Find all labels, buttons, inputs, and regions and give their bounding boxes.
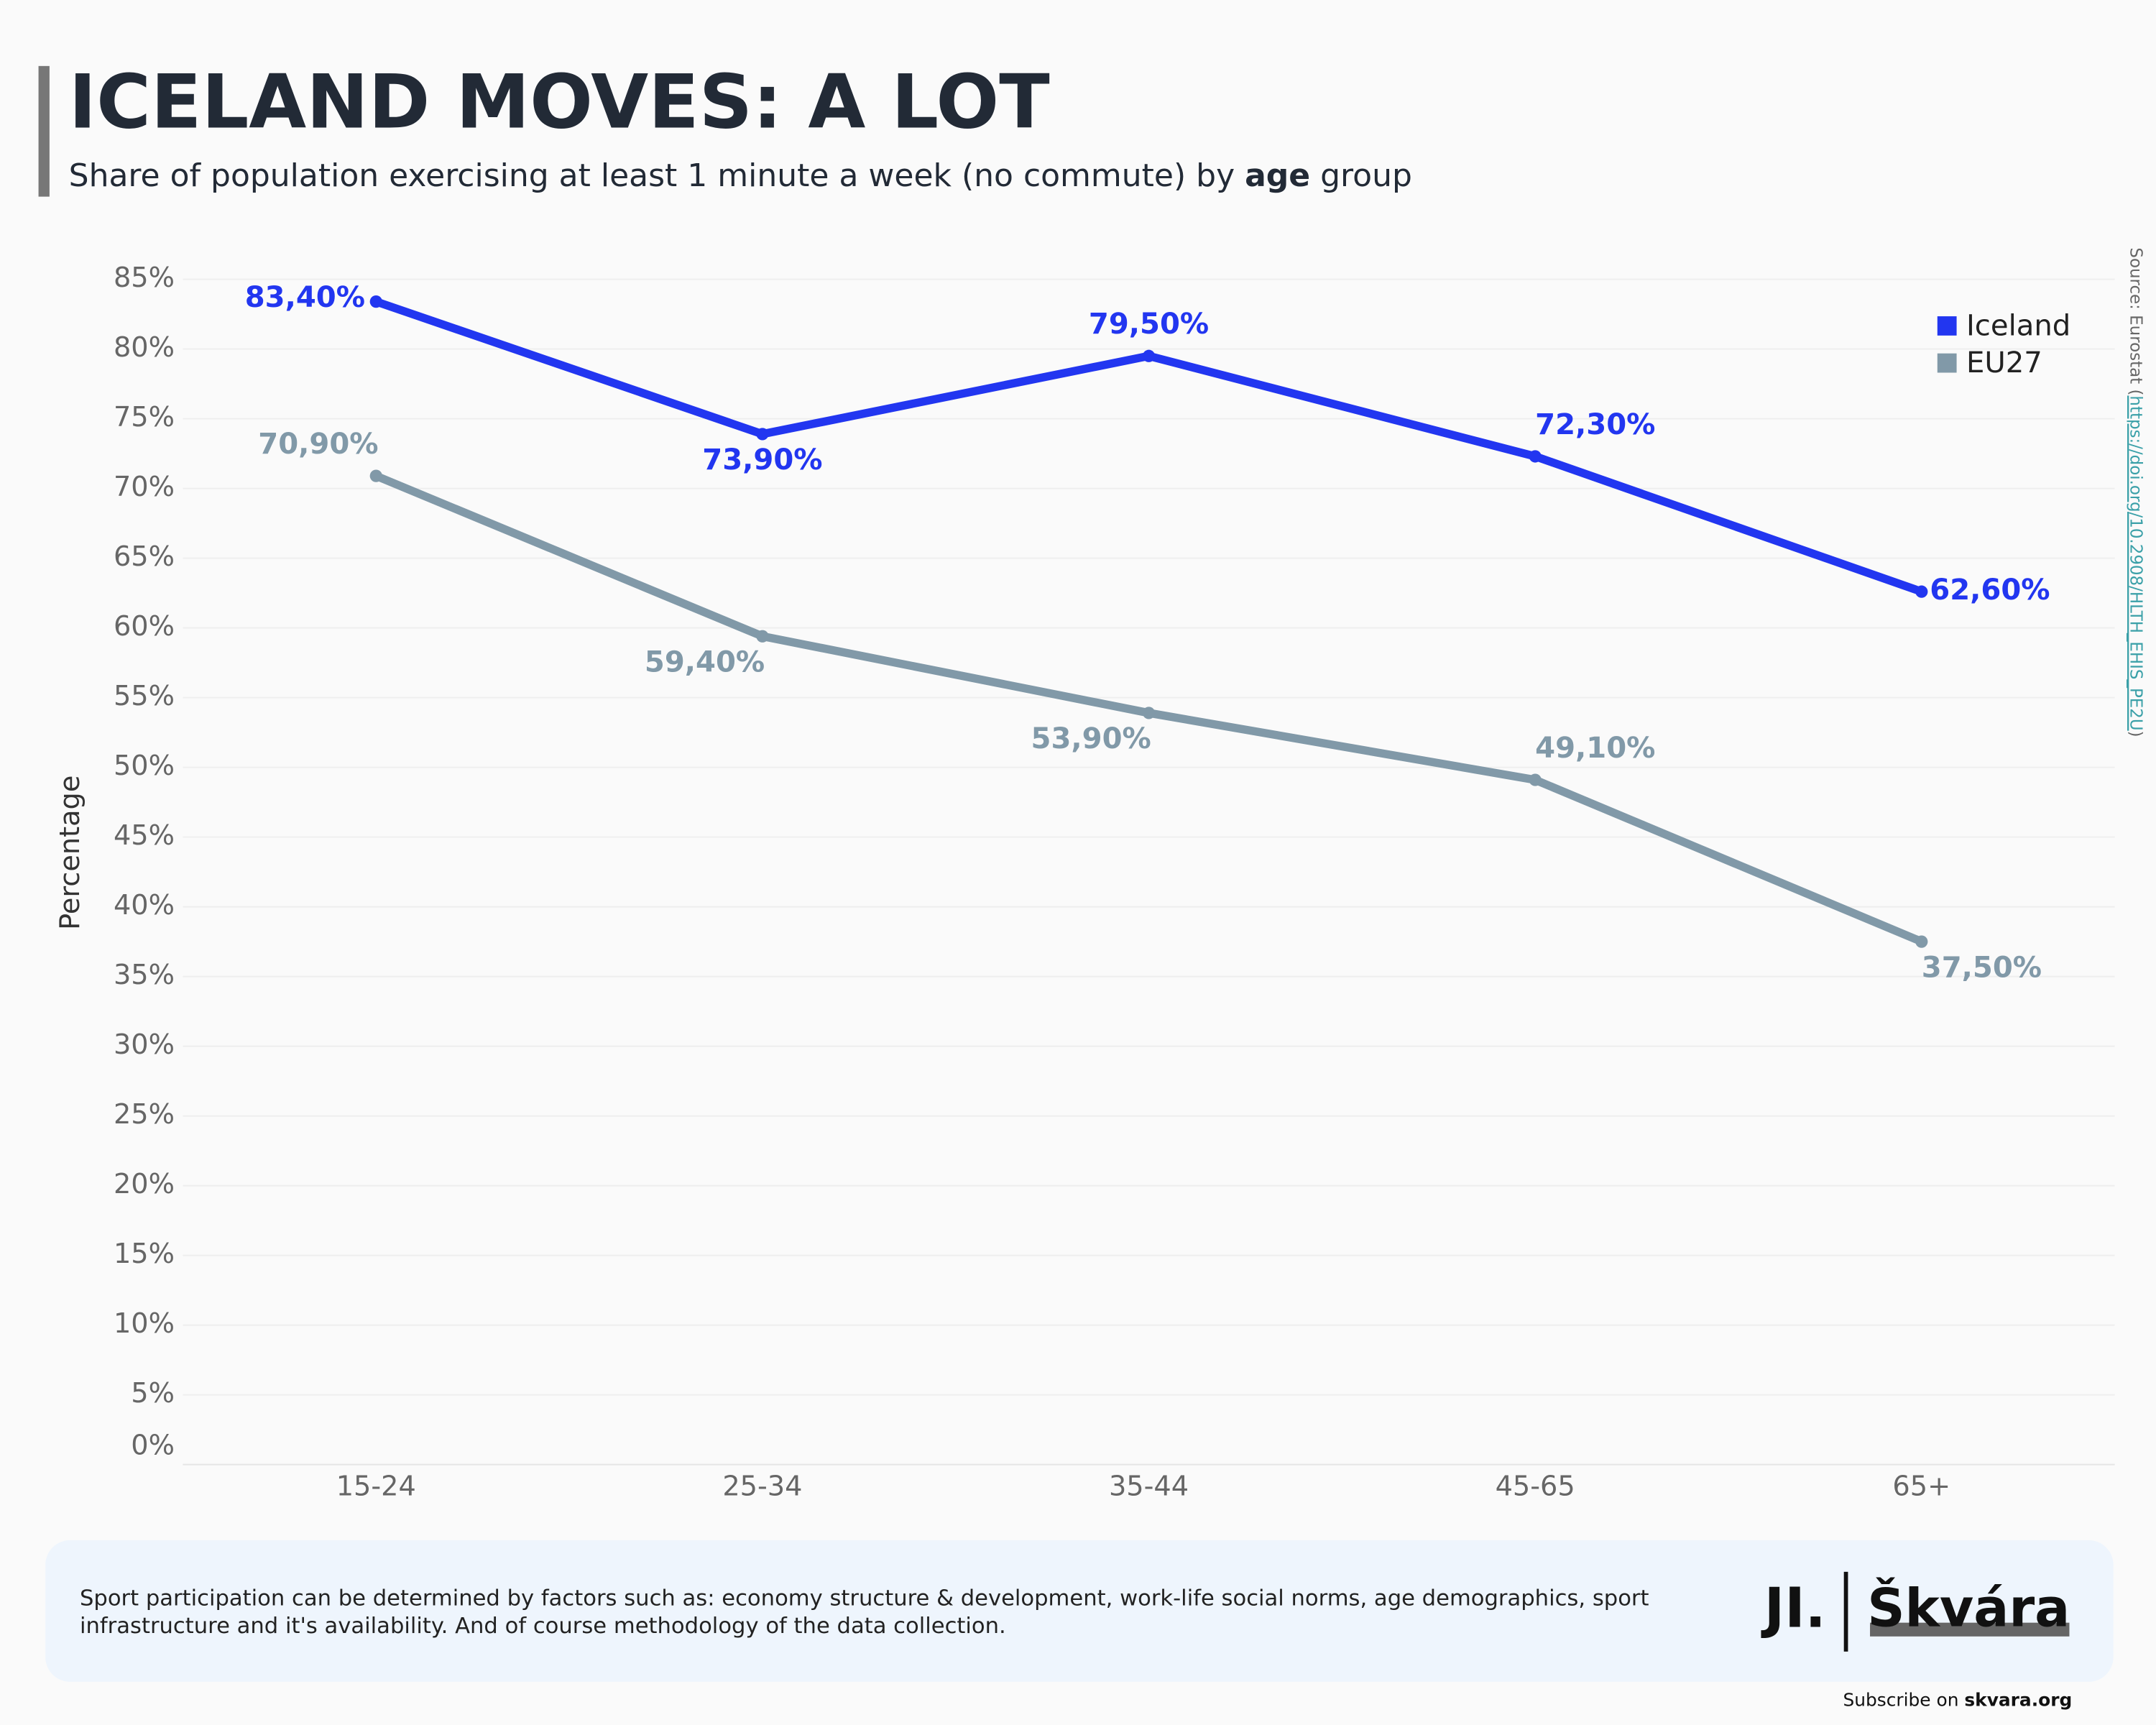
point [1915,935,1928,948]
note-line: Sport participation can be determined by… [80,1586,1649,1611]
legend-label: EU27 [1966,346,2042,380]
value-label: 73,90% [702,443,822,477]
source: Source: Eurostat (https://doi.org/10.290… [2127,247,2145,737]
subtitle-part: Share of population exercising at least … [69,157,1245,194]
point [369,469,382,482]
y-tick-label: 70% [114,471,175,503]
source-text: ) [2127,731,2145,737]
value-label: 53,90% [1031,722,1151,755]
point [756,428,769,441]
point [1529,773,1542,786]
logo-mark: JI. [1761,1576,1826,1640]
chart-title: ICELAND MOVES: A LOT [69,60,1050,146]
legend-label: Iceland [1966,309,2070,342]
x-tick-label: 65+ [1892,1471,1950,1503]
y-tick-label: 85% [114,262,175,294]
value-label: 62,60% [1930,574,2050,607]
y-tick-label: 35% [114,959,175,991]
point [1142,707,1156,719]
legend-swatch [1937,316,1957,336]
subtitle-part: age [1245,157,1310,194]
y-tick-label: 5% [131,1377,175,1409]
source-text: Source: Eurostat ( [2127,247,2145,395]
y-tick-label: 30% [114,1029,175,1061]
subtitle-part: group [1310,157,1412,194]
point [1142,349,1156,362]
y-axis-label: Percentage [54,776,86,930]
x-tick-label: 35-44 [1109,1471,1189,1503]
y-tick-label: 80% [114,331,175,364]
value-label: 79,50% [1089,308,1209,341]
note-box [45,1540,2114,1682]
subscribe: Subscribe on skvara.org [1843,1690,2072,1711]
point [756,630,769,643]
point [1529,450,1542,463]
point [369,295,382,308]
subscribe-part: skvara.org [1964,1690,2072,1711]
logo-name: Škvára [1867,1577,2070,1639]
y-tick-label: 15% [114,1238,175,1270]
value-label: 59,40% [645,646,765,679]
value-label: 49,10% [1535,732,1655,765]
logo-underline [1870,1622,2070,1637]
y-tick-label: 60% [114,610,175,643]
x-tick-label: 15-24 [336,1471,416,1503]
y-tick-label: 55% [114,680,175,712]
y-tick-label: 45% [114,819,175,852]
y-tick-label: 0% [131,1429,175,1461]
y-tick-label: 25% [114,1098,175,1131]
logo-divider [1843,1571,1848,1652]
y-tick-label: 20% [114,1168,175,1200]
chart-subtitle: Share of population exercising at least … [69,157,1412,194]
subscribe-part: Subscribe on [1843,1690,1964,1711]
point [1915,585,1928,598]
note-line: infrastructure and it's availability. An… [80,1614,1006,1639]
value-label: 37,50% [1922,951,2042,984]
y-tick-label: 10% [114,1307,175,1340]
source-link[interactable]: https://doi.org/10.2908/HLTH_EHIS_PE2U [2127,395,2145,730]
x-tick-label: 25-34 [722,1471,802,1503]
value-label: 70,90% [258,428,378,461]
y-tick-label: 75% [114,401,175,433]
value-label: 83,40% [245,281,365,314]
title-bar [38,65,50,197]
y-tick-label: 40% [114,889,175,921]
y-tick-label: 50% [114,750,175,782]
plot-area: 0% 5% 10% 15% 20% 25% 30% 35% 40% 45% 50% 55% 60% 65%… [114,262,2115,1503]
legend-swatch [1937,353,1957,373]
x-tick-label: 45-65 [1496,1471,1575,1503]
value-label: 72,30% [1535,408,1655,441]
y-tick-label: 65% [114,540,175,573]
